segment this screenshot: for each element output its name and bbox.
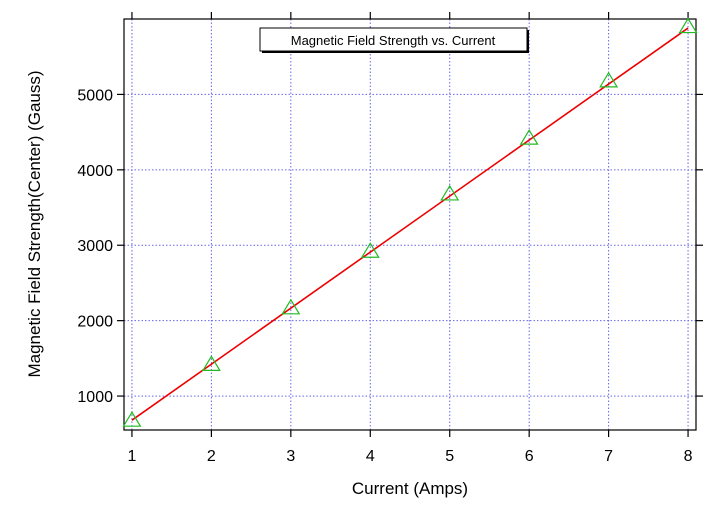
grid — [124, 19, 696, 430]
y-tick-label: 4000 — [77, 163, 113, 180]
chart-title-box: Magnetic Field Strength vs. Current — [259, 27, 529, 53]
data-markers — [122, 17, 698, 427]
x-tick-label: 6 — [525, 448, 534, 465]
plot-area-frame — [123, 18, 697, 431]
data-point — [519, 128, 539, 145]
x-tick-label: 8 — [684, 448, 693, 465]
x-tick-label: 3 — [286, 448, 295, 465]
x-tick-label: 4 — [366, 448, 375, 465]
x-tick-label: 7 — [604, 448, 613, 465]
y-axis-title: Magnetic Field Strength(Center) (Gauss) — [25, 70, 44, 377]
data-point — [678, 17, 698, 34]
data-point — [281, 298, 301, 315]
fit-line — [131, 27, 689, 421]
x-axis-title: Current (Amps) — [352, 479, 468, 498]
data-point — [360, 242, 380, 258]
x-tick-label: 5 — [445, 448, 454, 465]
x-tick-label: 1 — [127, 448, 136, 465]
data-point — [201, 355, 221, 371]
y-tick-label: 5000 — [77, 87, 113, 104]
axis-ticks — [117, 12, 703, 437]
y-tick-label: 1000 — [77, 389, 113, 406]
x-tick-label: 2 — [207, 448, 216, 465]
chart-title: Magnetic Field Strength vs. Current — [291, 33, 496, 48]
y-tick-label: 3000 — [77, 238, 113, 255]
data-point — [122, 411, 142, 427]
data-point — [440, 184, 460, 201]
tick-labels: 1 2 3 4 5 6 7 8 1000 2000 3000 4000 5000 — [77, 87, 692, 465]
fit-line-group — [131, 27, 689, 421]
data-point — [599, 71, 619, 88]
y-tick-label: 2000 — [77, 314, 113, 331]
